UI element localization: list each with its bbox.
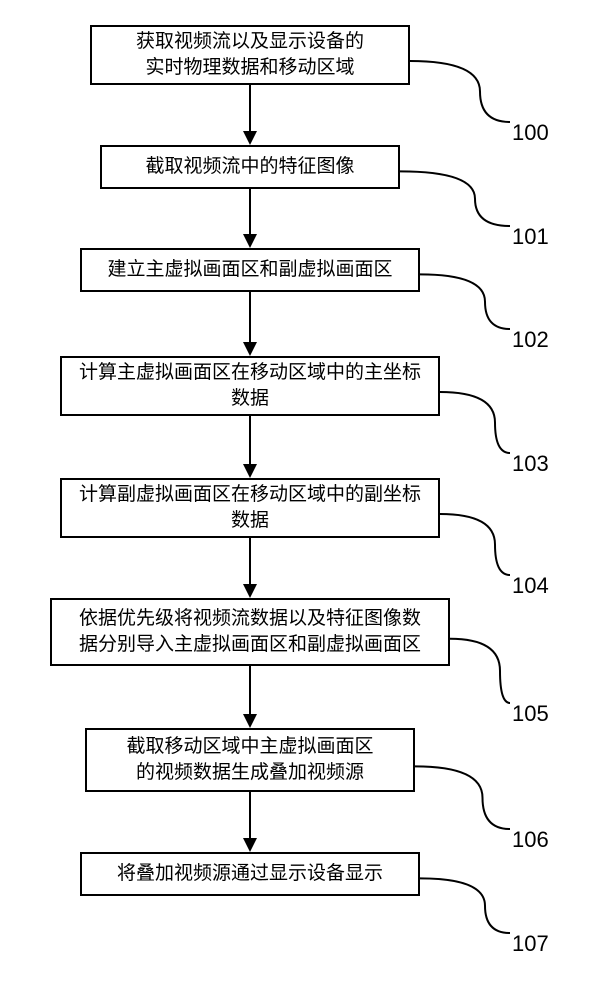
node-text: 获取视频流以及显示设备的实时物理数据和移动区域 [136,29,364,80]
node-label: 102 [512,327,549,353]
flowchart-canvas: 获取视频流以及显示设备的实时物理数据和移动区域 100 截取视频流中的特征图像 101… [0,0,595,1000]
flowchart-node: 依据优先级将视频流数据以及特征图像数据分别导入主虚拟画面区和副虚拟画面区 [50,598,450,666]
flowchart-node: 获取视频流以及显示设备的实时物理数据和移动区域 [90,25,410,85]
flowchart-node: 将叠加视频源通过显示设备显示 [80,852,420,896]
arrow-head-icon [243,464,257,478]
node-text: 计算主虚拟画面区在移动区域中的主坐标数据 [72,360,428,411]
arrow-line [249,416,251,466]
flowchart-node: 截取移动区域中主虚拟画面区的视频数据生成叠加视频源 [85,728,415,792]
node-text: 截取视频流中的特征图像 [145,154,354,180]
arrow-line [249,189,251,236]
node-label: 103 [512,451,549,477]
node-text: 建立主虚拟画面区和副虚拟画面区 [107,257,392,283]
node-label: 104 [512,573,549,599]
arrow-head-icon [243,838,257,852]
node-label: 105 [512,701,549,727]
arrow-line [249,85,251,133]
flowchart-node: 截取视频流中的特征图像 [100,145,400,189]
arrow-line [249,538,251,586]
node-text: 将叠加视频源通过显示设备显示 [117,861,383,887]
node-text: 计算副虚拟画面区在移动区域中的副坐标数据 [72,482,428,533]
node-text: 截取移动区域中主虚拟画面区的视频数据生成叠加视频源 [126,734,373,785]
node-label: 101 [512,224,549,250]
flowchart-node: 计算副虚拟画面区在移动区域中的副坐标数据 [60,478,440,538]
arrow-head-icon [243,342,257,356]
arrow-head-icon [243,131,257,145]
flowchart-node: 计算主虚拟画面区在移动区域中的主坐标数据 [60,356,440,416]
arrow-line [249,666,251,716]
arrow-line [249,792,251,840]
node-label: 100 [512,120,549,146]
node-label: 106 [512,827,549,853]
arrow-line [249,292,251,344]
arrow-head-icon [243,234,257,248]
node-label: 107 [512,931,549,957]
arrow-head-icon [243,714,257,728]
flowchart-node: 建立主虚拟画面区和副虚拟画面区 [80,248,420,292]
node-text: 依据优先级将视频流数据以及特征图像数据分别导入主虚拟画面区和副虚拟画面区 [79,606,421,657]
arrow-head-icon [243,584,257,598]
